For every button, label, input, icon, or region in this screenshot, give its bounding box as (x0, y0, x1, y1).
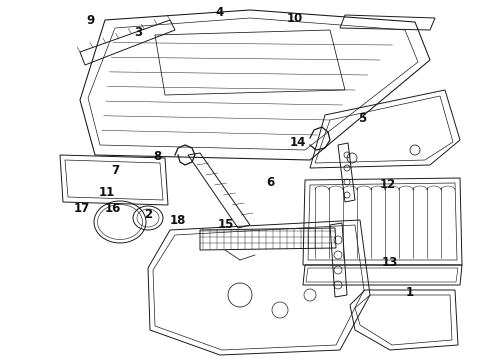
Text: 2: 2 (144, 208, 152, 221)
Text: 12: 12 (380, 179, 396, 192)
Text: 17: 17 (74, 202, 90, 215)
Text: 14: 14 (290, 136, 306, 149)
Text: 18: 18 (170, 213, 186, 226)
Text: 9: 9 (86, 13, 94, 27)
Text: 6: 6 (266, 176, 274, 189)
Text: 1: 1 (406, 285, 414, 298)
Text: 4: 4 (216, 6, 224, 19)
Text: 16: 16 (105, 202, 121, 215)
Text: 15: 15 (218, 219, 234, 231)
Text: 5: 5 (358, 112, 366, 125)
Text: 10: 10 (287, 12, 303, 24)
Text: 7: 7 (111, 163, 119, 176)
Text: 11: 11 (99, 185, 115, 198)
Text: 8: 8 (153, 150, 161, 163)
Text: 13: 13 (382, 256, 398, 270)
Text: 3: 3 (134, 26, 142, 39)
